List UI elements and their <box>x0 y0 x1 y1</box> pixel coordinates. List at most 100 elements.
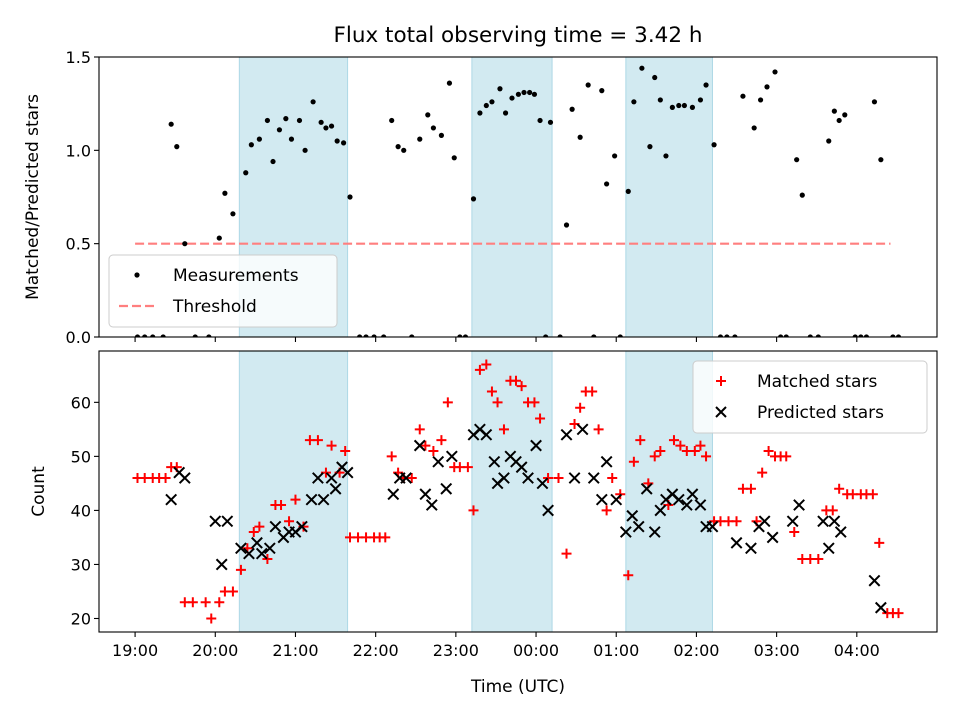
matched-star-point <box>206 613 217 624</box>
measurement-point <box>669 104 675 110</box>
predicted-star-point <box>432 455 445 468</box>
predicted-star-point <box>828 515 841 528</box>
matched-star-point <box>436 435 447 446</box>
predicted-star-point <box>730 536 743 549</box>
predicted-star-point <box>686 488 699 501</box>
measurement-point <box>577 134 583 140</box>
measurement-point <box>160 334 166 337</box>
predicted-star-point <box>868 574 881 587</box>
matched-star-point <box>187 597 198 608</box>
matched-star-point <box>254 521 265 532</box>
matched-star-point <box>834 483 845 494</box>
predicted-star-point <box>576 423 589 436</box>
measurement-point <box>604 181 610 187</box>
x-tick-label: 00:00 <box>513 641 559 660</box>
predicted-star-point <box>178 472 191 484</box>
predicted-star-point <box>488 455 501 468</box>
measurement-point <box>451 155 457 161</box>
predicted-star-point <box>400 472 413 484</box>
measurement-point <box>724 334 730 337</box>
predicted-star-point <box>312 472 324 484</box>
measurement-point <box>871 99 878 105</box>
matched-star-point <box>428 445 439 456</box>
matched-star-point <box>587 386 598 397</box>
legend-label-matched-stars: Matched stars <box>757 372 877 392</box>
legend-label-predicted-stars: Predicted stars <box>757 403 884 423</box>
measurement-point <box>323 125 329 131</box>
predicted-star-point <box>498 472 510 484</box>
measurement-point <box>425 112 431 118</box>
matched-star-point <box>340 445 351 456</box>
measurement-point <box>751 125 757 131</box>
matched-star-point <box>623 570 634 581</box>
matched-star-point <box>789 527 800 538</box>
predicted-star-point <box>560 428 573 441</box>
measurement-point <box>647 144 653 150</box>
matched-star-point <box>607 472 618 483</box>
measurement-point <box>270 158 276 165</box>
measurement-point <box>462 334 469 337</box>
measurement-point <box>676 102 682 109</box>
measurement-point <box>617 334 623 337</box>
predicted-star-point <box>329 482 342 495</box>
matched-star-point <box>406 472 417 483</box>
measurement-point <box>890 334 896 337</box>
measurement-point <box>340 140 347 146</box>
matched-star-point <box>474 364 485 375</box>
matched-star-point <box>695 440 706 451</box>
measurement-point <box>799 192 805 198</box>
y-tick-label: 60 <box>71 393 91 412</box>
measurement-point <box>657 97 663 103</box>
matched-star-point <box>498 424 509 435</box>
measurement-point <box>216 235 222 241</box>
matched-star-point <box>655 445 666 456</box>
y-tick-label: 30 <box>71 555 91 574</box>
y-tick-label: 0.5 <box>66 235 91 254</box>
measurement-point <box>663 153 669 159</box>
measurement-point <box>815 334 821 337</box>
series-matched-stars <box>132 359 904 624</box>
matched-star-point <box>535 413 546 424</box>
predicted-star-point <box>440 482 453 495</box>
matched-star-point <box>553 472 564 483</box>
predicted-star-point <box>215 558 228 571</box>
predicted-star-point <box>419 488 432 501</box>
matched-star-point <box>813 554 824 565</box>
measurement-point <box>276 127 283 133</box>
matched-star-point <box>649 451 660 462</box>
y-axis-label: Matched/Predicted stars <box>23 94 43 300</box>
measurement-point <box>182 241 188 247</box>
measurement-point <box>502 110 509 116</box>
measurement-point <box>168 121 174 127</box>
measurement-point <box>430 125 436 131</box>
measurement-point <box>302 147 308 153</box>
legend: Measurements Threshold <box>108 254 338 328</box>
matched-star-point <box>601 505 612 516</box>
measurement-point <box>764 84 770 90</box>
measurement-point <box>417 136 423 142</box>
predicted-star-point <box>542 504 554 517</box>
matched-star-point <box>867 489 878 500</box>
measurement-point <box>831 108 837 114</box>
matched-star-point <box>745 483 756 494</box>
measurement-point <box>409 334 415 337</box>
measurement-point <box>778 334 784 337</box>
measurement-point <box>318 119 324 125</box>
matched-star-point <box>628 456 639 467</box>
axes-frame <box>98 350 938 633</box>
predicted-star-point <box>595 493 608 506</box>
measurement-point <box>531 91 538 97</box>
matched-star-point <box>781 451 792 462</box>
predicted-star-point <box>706 520 719 533</box>
predicted-star-point <box>255 547 268 560</box>
matched-star-point <box>262 554 273 565</box>
measurement-point <box>328 123 335 129</box>
predicted-star-point <box>425 499 438 511</box>
legend: Matched stars Predicted stars <box>692 360 928 434</box>
matched-star-point <box>290 494 301 505</box>
measurement-point <box>711 142 717 148</box>
predicted-star-point <box>243 547 255 560</box>
measurement-point <box>296 117 303 124</box>
predicted-star-point <box>295 520 308 533</box>
measurement-point <box>497 86 503 92</box>
